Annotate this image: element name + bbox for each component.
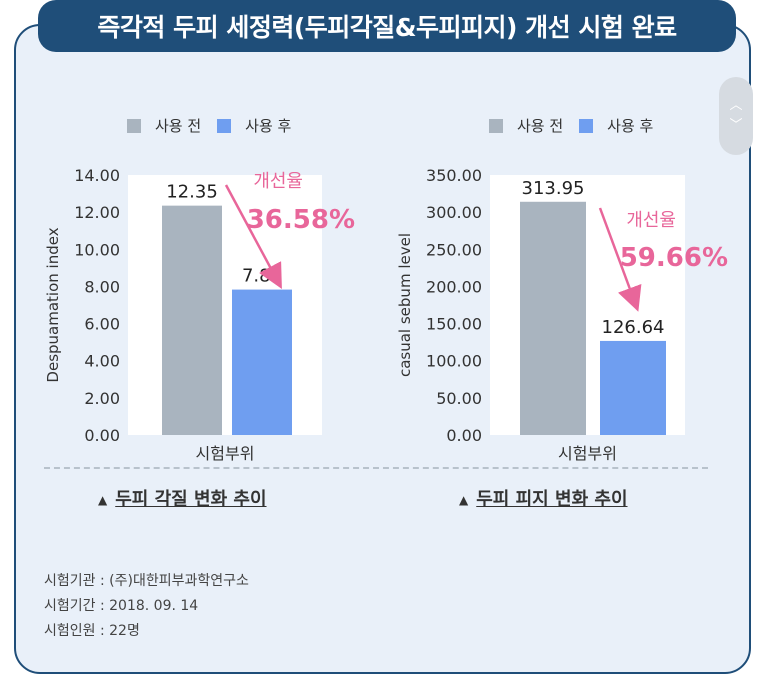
- trend-arrow: [598, 207, 642, 312]
- data-label: 12.35: [166, 182, 218, 203]
- bar-after: [232, 289, 292, 435]
- page-title: 즉각적 두피 세정력(두피각질&두피피지) 개선 시험 완료: [38, 0, 736, 52]
- triangle-up-icon: ▲: [459, 493, 469, 507]
- x-axis-label: 시험부위: [558, 444, 617, 463]
- y-tick-label: 4.00: [84, 352, 120, 371]
- legend-label-before: 사용 전: [517, 117, 564, 135]
- legend-swatch-before: [489, 118, 503, 133]
- legend-swatch-before: [127, 118, 141, 133]
- bar-before: [520, 201, 586, 435]
- section-divider: [44, 467, 708, 469]
- y-tick-label: 8.00: [84, 277, 120, 296]
- y-tick-label: 150.00: [426, 315, 482, 334]
- footer-period: 시험기간 : 2018. 09. 14: [44, 598, 199, 614]
- x-axis-label: 시험부위: [196, 444, 255, 463]
- y-tick-label: 14.00: [74, 166, 120, 185]
- bar-before: [162, 205, 222, 435]
- scroll-control[interactable]: ︿ ﹀: [719, 77, 753, 155]
- y-axis-label: casual sebum level: [396, 233, 414, 377]
- legend-label-before: 사용 전: [155, 117, 202, 135]
- y-tick-label: 100.00: [426, 352, 482, 371]
- improvement-label: 개선율: [626, 210, 676, 231]
- legend-chart-1: 사용 전 사용 후: [127, 115, 297, 136]
- improvement-value: 59.66%: [620, 243, 728, 273]
- y-tick-label: 12.00: [74, 203, 120, 222]
- footer-participants: 시험인원 : 22명: [44, 623, 140, 639]
- trend-arrow: [224, 184, 282, 290]
- legend-label-after: 사용 후: [607, 117, 654, 135]
- data-label: 126.64: [602, 317, 665, 338]
- y-tick-label: 0.00: [84, 426, 120, 445]
- y-tick-label: 10.00: [74, 240, 120, 259]
- legend-label-after: 사용 후: [245, 117, 292, 135]
- y-tick-label: 6.00: [84, 315, 120, 334]
- y-tick-label: 300.00: [426, 203, 482, 222]
- y-tick-label: 350.00: [426, 166, 482, 185]
- y-tick-label: 50.00: [436, 389, 482, 408]
- triangle-up-icon: ▲: [98, 493, 108, 507]
- footer-institution: 시험기관 : (주)대한피부과학연구소: [44, 573, 249, 589]
- caption-chart-1: ▲ 두피 각질 변화 추이: [98, 489, 267, 510]
- y-tick-label: 2.00: [84, 389, 120, 408]
- legend-chart-2: 사용 전 사용 후: [489, 115, 659, 136]
- chart-scalp-sebum: 0.00 50.00 100.00 150.00 200.00 250.00 300.00 3…: [396, 166, 728, 463]
- chevron-down-icon[interactable]: ﹀: [729, 118, 743, 133]
- caption-chart-2: ▲ 두피 피지 변화 추이: [459, 489, 628, 510]
- y-tick-label: 0.00: [446, 426, 482, 445]
- bar-after: [600, 340, 666, 435]
- chart-scalp-keratin: 0.00 2.00 4.00 6.00 8.00 10.00 12.00 14.00 Despu…: [44, 166, 355, 463]
- y-axis-label: Despuamation index: [44, 227, 62, 382]
- legend-swatch-after: [579, 118, 594, 133]
- y-tick-label: 250.00: [426, 240, 482, 259]
- chevron-up-icon[interactable]: ︿: [729, 98, 743, 113]
- improvement-label: 개선율: [253, 171, 303, 192]
- improvement-value: 36.58%: [247, 205, 355, 235]
- data-label: 313.95: [522, 178, 585, 199]
- y-tick-label: 200.00: [426, 277, 482, 296]
- legend-swatch-after: [217, 118, 232, 133]
